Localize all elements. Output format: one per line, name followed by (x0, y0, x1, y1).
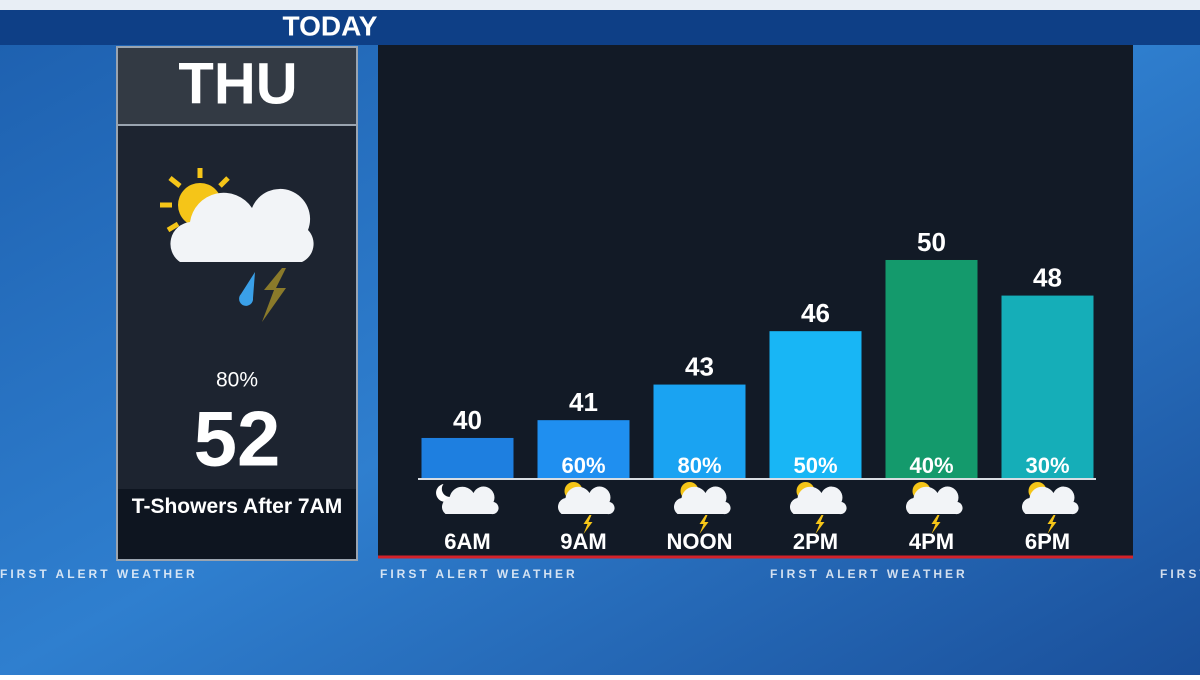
header-title: TODAY (283, 10, 378, 41)
bar (421, 437, 514, 478)
temp-label: 48 (1033, 262, 1062, 292)
cloud (441, 486, 499, 515)
footer-brand: FIRST ALERT WEATHER (770, 567, 968, 581)
temp-label: 40 (453, 405, 482, 435)
moon (436, 484, 454, 502)
bar (653, 384, 746, 478)
day-icon (160, 168, 314, 322)
precip-label: 50% (793, 453, 837, 478)
precip-label: 30% (1025, 453, 1069, 478)
time-label: 6AM (444, 529, 490, 554)
cloud (557, 486, 615, 515)
day-box (118, 48, 356, 125)
bolt (815, 515, 825, 534)
footer-brand: FIRST ALERT WEATHER (380, 567, 578, 581)
time-label: NOON (667, 529, 733, 554)
time-label: 6PM (1025, 529, 1070, 554)
precip-label: 40% (909, 453, 953, 478)
footer: FIRST ALERT WEATHER FIRST ALERT WEATHER FI… (0, 567, 1200, 581)
precip-label: 80% (677, 453, 721, 478)
weather-icon (557, 482, 615, 534)
cloud (905, 486, 963, 515)
temp-label: 43 (685, 351, 714, 381)
weather-icon (789, 482, 847, 534)
day: THU (178, 51, 297, 116)
day-precip: 80% (216, 369, 258, 392)
bar (1001, 295, 1094, 478)
weather-icon (436, 484, 499, 515)
bolt (931, 515, 941, 534)
cloud (673, 486, 731, 515)
time-label: 4PM (909, 529, 954, 554)
bar (769, 331, 862, 478)
bolt (583, 515, 593, 534)
weather-icon (673, 482, 731, 534)
bar (537, 420, 630, 478)
top-strip (0, 0, 1200, 10)
footer-brand: FIRST ALERT WEATHER (0, 567, 198, 581)
temp-label: 50 (917, 227, 946, 257)
weather-icon (905, 482, 963, 534)
temp-label: 46 (801, 298, 830, 328)
header-bar (0, 10, 1200, 45)
day-panel (116, 46, 358, 561)
bolt (1047, 515, 1057, 534)
condition-wrap: T-Showers After 7AM (131, 495, 343, 518)
bar (885, 259, 978, 478)
cloud (789, 486, 847, 515)
precip-label: 60% (561, 453, 605, 478)
temp-label: 41 (569, 387, 598, 417)
condition-box (118, 489, 356, 559)
bolt (699, 515, 709, 534)
footer-brand: FIRST ALERT WEATHER (1160, 567, 1200, 581)
time-label: 9AM (560, 529, 606, 554)
time-label: 2PM (793, 529, 838, 554)
condition: T-Showers After 7AM (131, 495, 343, 518)
weather-icon (1021, 482, 1079, 534)
cloud (1021, 486, 1079, 515)
high-temp: 52 (194, 395, 281, 483)
